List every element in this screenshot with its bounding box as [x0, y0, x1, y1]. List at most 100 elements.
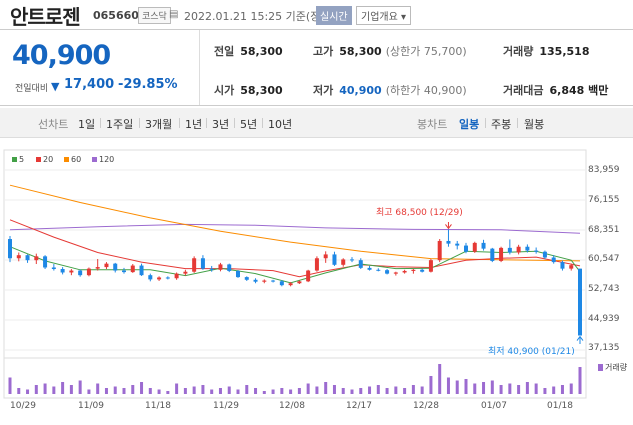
y-tick: 60,547 [588, 254, 620, 264]
candle [472, 242, 477, 252]
candle [113, 263, 118, 271]
realtime-button[interactable]: 실시간 [316, 6, 352, 25]
low-price: 저가 40,900 (하한가 40,900) [313, 84, 467, 97]
volume-bar [104, 388, 108, 394]
candle [51, 267, 56, 270]
tab-monthly[interactable]: 월봉 [524, 118, 545, 131]
volume-bar [254, 388, 258, 394]
x-tick: 01/07 [481, 401, 507, 411]
volume-bar [271, 389, 275, 394]
tab-separator [517, 118, 518, 128]
candle [262, 280, 267, 282]
legend-ma60: 60 [64, 155, 81, 164]
volume-bar [34, 385, 38, 394]
y-tick: 83,959 [588, 165, 620, 175]
candle [560, 262, 565, 269]
calendar-icon: ▤ [169, 9, 179, 20]
y-tick: 76,155 [588, 195, 620, 205]
candle [165, 277, 170, 279]
volume-bar [324, 382, 328, 394]
volume-bar [61, 382, 65, 394]
volume-bar [464, 379, 468, 394]
volume-bar [315, 386, 319, 394]
candle [122, 270, 126, 273]
low-annotation: 최저 40,900 (01/21) [488, 347, 575, 357]
volume-bar [201, 385, 205, 394]
legend-ma20: 20 [36, 155, 53, 164]
volume-swatch [598, 364, 603, 371]
price-change: 17,400 [64, 77, 115, 92]
candle [25, 255, 30, 261]
candle [525, 246, 530, 251]
candle [542, 251, 547, 258]
legend-swatch [12, 157, 17, 162]
tab-weekly[interactable]: 주봉 [491, 118, 512, 131]
tab-3m[interactable]: 3개월 [145, 118, 173, 131]
tab-daily[interactable]: 일봉 [459, 118, 480, 131]
candle [402, 270, 407, 273]
candle [253, 279, 258, 282]
volume-bar [543, 388, 547, 394]
candle [148, 275, 153, 280]
volume-bar [376, 385, 380, 394]
candle [69, 270, 74, 273]
volume-bar [183, 388, 187, 394]
volume-bar [17, 388, 21, 394]
tab-3y[interactable]: 3년 [212, 118, 230, 131]
volume-bar [525, 382, 529, 394]
high-arrowhead [445, 224, 452, 230]
candle [139, 265, 144, 276]
candle [385, 270, 390, 274]
volume-bar [78, 380, 82, 394]
candle [86, 268, 91, 276]
x-tick: 11/29 [213, 401, 239, 411]
legend-swatch [36, 157, 41, 162]
company-overview-dropdown[interactable]: 기업개요 ▾ [356, 6, 411, 25]
tab-1w[interactable]: 1주일 [106, 118, 134, 131]
ma120-line [9, 223, 581, 234]
tab-separator [139, 118, 140, 128]
volume-bar [87, 389, 91, 394]
volume-bar [341, 388, 345, 394]
candle [200, 258, 205, 269]
tab-1y[interactable]: 1년 [185, 118, 203, 131]
tab-separator [262, 118, 263, 128]
candle [367, 267, 372, 270]
candle [481, 242, 486, 249]
candle [209, 268, 214, 270]
ma60-line [9, 184, 581, 262]
volume-bar [175, 383, 179, 394]
candle [437, 240, 442, 261]
prev-close: 전일 58,300 [214, 45, 283, 58]
price-chart[interactable] [0, 140, 633, 400]
volume-bar [394, 386, 398, 394]
volume-bar [517, 385, 521, 394]
trade-amount: 거래대금 6,848 백만 [503, 84, 609, 97]
current-price: 40,900 [12, 40, 111, 71]
candle [279, 281, 284, 286]
volume-bar [368, 386, 372, 394]
tab-1d[interactable]: 1일 [78, 118, 96, 131]
tab-10y[interactable]: 10년 [268, 118, 293, 131]
volume-bar [210, 389, 214, 394]
volume-bar [157, 389, 161, 394]
open-price: 시가 58,300 [214, 84, 283, 97]
candle [516, 246, 521, 253]
tab-separator [485, 118, 486, 128]
change-rate: -29.85% [118, 77, 178, 92]
volume-bar [96, 383, 100, 394]
candle [43, 256, 48, 268]
y-tick: 68,351 [588, 225, 620, 235]
volume-bar [166, 391, 170, 394]
candle [78, 270, 83, 276]
tab-5y[interactable]: 5년 [240, 118, 258, 131]
tab-separator [206, 118, 207, 128]
candle [192, 258, 197, 272]
volume-bar [262, 391, 266, 394]
volume-bar [113, 386, 117, 394]
candle [455, 243, 460, 246]
volume-bar [403, 388, 407, 394]
candle [578, 268, 582, 336]
volume-bar [455, 380, 459, 394]
volume-bar [306, 383, 310, 394]
